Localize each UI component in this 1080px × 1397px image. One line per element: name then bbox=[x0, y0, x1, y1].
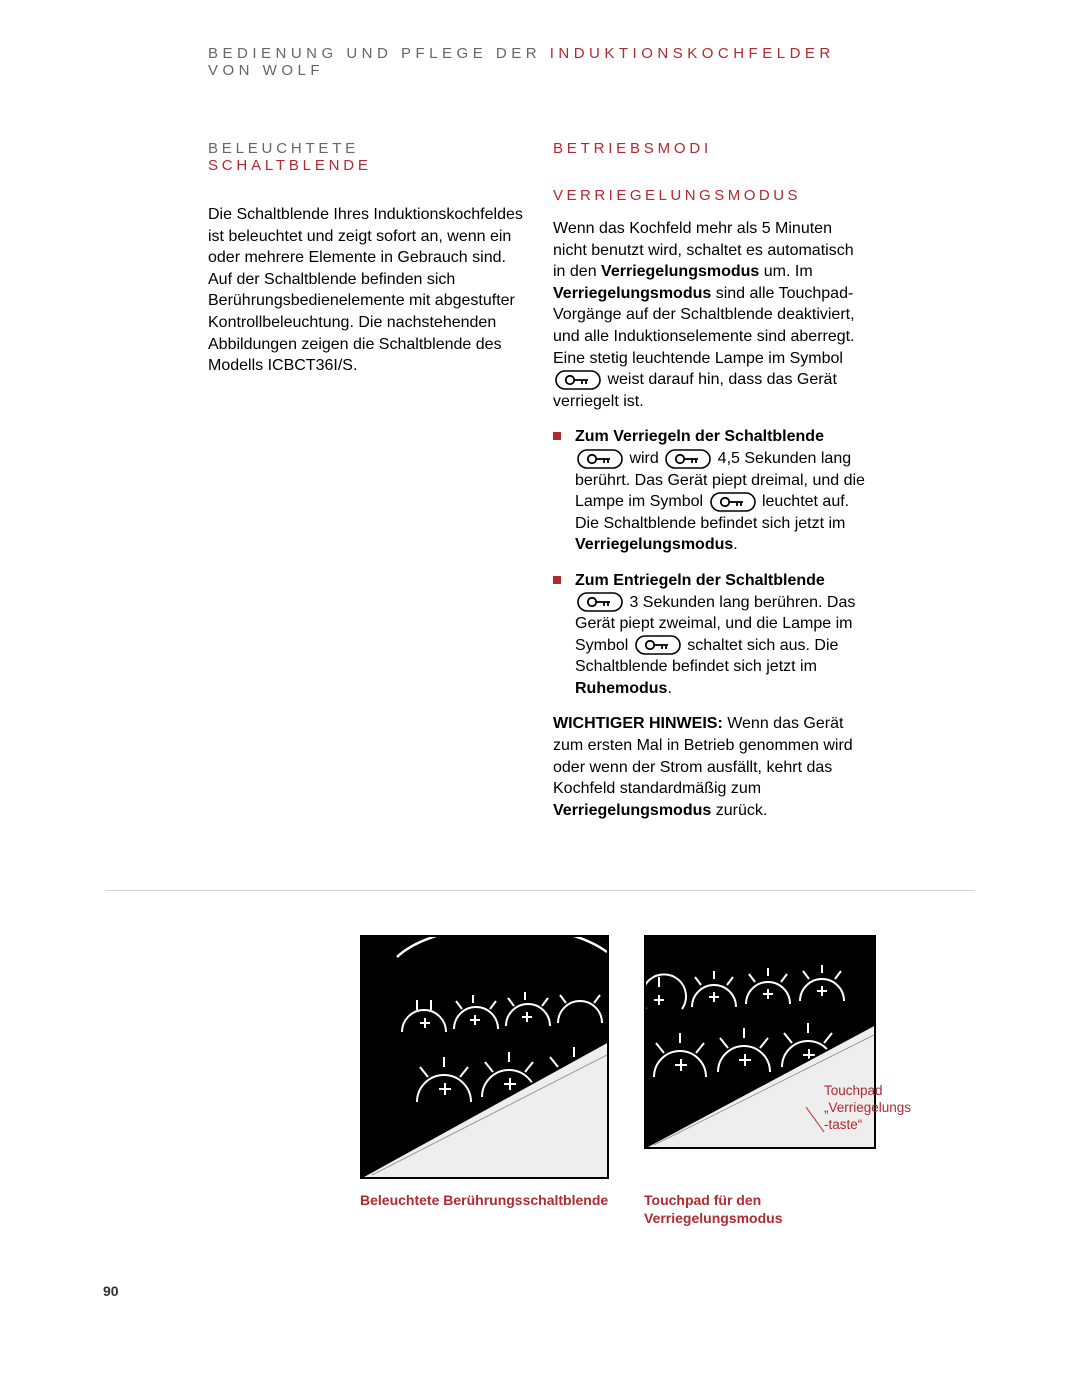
lock-key-icon bbox=[665, 449, 711, 469]
right-heading: BETRIEBSMODI bbox=[553, 140, 870, 157]
right-heading-red: BETRIEBSMODI bbox=[553, 140, 712, 157]
left-heading-gray: BELEUCHTETE bbox=[208, 140, 359, 157]
intro-d: Verriegelungsmodus bbox=[553, 285, 711, 302]
b2-d: . bbox=[667, 680, 671, 697]
right-column: BETRIEBSMODI VERRIEGELUNGSMODUS Wenn das… bbox=[553, 140, 870, 835]
b1-e: . bbox=[733, 536, 737, 553]
intro-c: um. Im bbox=[759, 263, 812, 280]
horizontal-divider bbox=[105, 890, 975, 891]
figure-2: Touchpad „Verriegelungs -taste“ Touchpad… bbox=[644, 935, 876, 1227]
header-highlight: INDUKTIONSKOCHFELDER bbox=[550, 45, 835, 62]
lock-key-icon bbox=[577, 592, 623, 612]
page-number: 90 bbox=[103, 1283, 119, 1299]
lock-key-icon bbox=[577, 449, 623, 469]
figure-1: Beleuchtete Berührungsschaltblende bbox=[360, 935, 609, 1227]
header-prefix: BEDIENUNG UND PFLEGE DER bbox=[208, 45, 550, 62]
callout-line1: Touchpad bbox=[824, 1083, 883, 1098]
lock-key-icon bbox=[635, 635, 681, 655]
figure-2-caption: Touchpad für den Verriegelungsmodus bbox=[644, 1191, 876, 1227]
b2-lead: Zum Entriegeln der Schaltblende bbox=[575, 572, 825, 589]
figure-1-image bbox=[360, 935, 609, 1179]
intro-b: Verriegelungsmodus bbox=[601, 263, 759, 280]
callout-line3: -taste“ bbox=[824, 1117, 862, 1132]
bullet-1: Zum Verriegeln der Schaltblende wird 4,5… bbox=[553, 426, 870, 556]
lock-key-icon bbox=[555, 370, 601, 390]
page-header: BEDIENUNG UND PFLEGE DER INDUKTIONSKOCHF… bbox=[208, 45, 870, 79]
callout-line2: „Verriegelungs bbox=[824, 1100, 911, 1115]
left-heading: BELEUCHTETE SCHALTBLENDE bbox=[208, 140, 525, 174]
left-column: BELEUCHTETE SCHALTBLENDE Die Schaltblend… bbox=[208, 140, 525, 835]
lock-key-icon bbox=[710, 492, 756, 512]
bullet-list: Zum Verriegeln der Schaltblende wird 4,5… bbox=[553, 426, 870, 699]
b2-c: Ruhemodus bbox=[575, 680, 667, 697]
important-note: WICHTIGER HINWEIS: Wenn das Gerät zum er… bbox=[553, 713, 870, 821]
note-c: zurück. bbox=[711, 802, 767, 819]
left-para-1: Die Schaltblende Ihres Induktionskochfel… bbox=[208, 204, 525, 377]
figure-1-caption: Beleuchtete Berührungsschaltblende bbox=[360, 1191, 609, 1209]
b1-a: wird bbox=[625, 450, 663, 467]
figures-row: Beleuchtete Berührungsschaltblende bbox=[360, 935, 870, 1227]
note-b: Verriegelungsmodus bbox=[553, 802, 711, 819]
header-suffix: VON WOLF bbox=[208, 62, 324, 79]
bullet-2: Zum Entriegeln der Schaltblende 3 Sekund… bbox=[553, 570, 870, 700]
right-intro: Wenn das Kochfeld mehr als 5 Minuten nic… bbox=[553, 218, 870, 412]
left-heading-red: SCHALTBLENDE bbox=[208, 157, 372, 174]
figure-2-callout: Touchpad „Verriegelungs -taste“ bbox=[824, 1083, 911, 1134]
right-subheading: VERRIEGELUNGSMODUS bbox=[553, 187, 870, 204]
note-label: WICHTIGER HINWEIS: bbox=[553, 715, 723, 732]
b1-d: Verriegelungsmodus bbox=[575, 536, 733, 553]
b1-lead: Zum Verriegeln der Schaltblende bbox=[575, 428, 824, 445]
